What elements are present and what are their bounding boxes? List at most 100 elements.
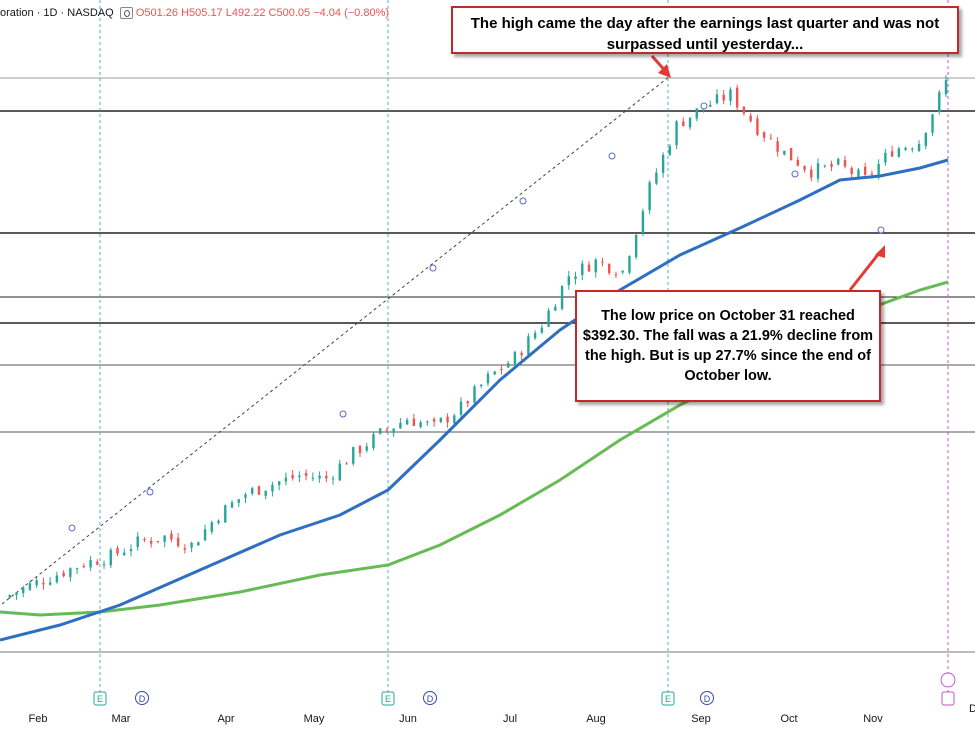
dividend-dot	[608, 152, 616, 160]
dividend-dot	[877, 226, 885, 234]
dividend-badge-icon	[700, 691, 714, 705]
candle-body	[628, 256, 631, 273]
candle-body	[28, 583, 32, 590]
candle-body	[735, 87, 739, 108]
candle-body	[587, 264, 591, 272]
candle-body	[857, 169, 860, 177]
candle-body	[432, 419, 436, 422]
candle-body	[352, 446, 355, 464]
candle-body	[136, 536, 139, 548]
candle-body	[257, 486, 261, 495]
candle-body	[75, 568, 79, 570]
event-badge-label: E	[665, 694, 671, 704]
candle-body	[695, 108, 698, 119]
candle-body	[48, 582, 52, 585]
candle-body	[911, 148, 914, 150]
candle-body	[581, 263, 584, 276]
candle-body	[614, 274, 618, 276]
candle-body	[96, 561, 99, 565]
candle-body	[715, 94, 719, 104]
candle-body	[298, 475, 301, 478]
earnings-badge-icon	[381, 691, 395, 706]
candle-body	[345, 463, 348, 465]
candle-body	[15, 592, 18, 595]
candle-body	[379, 428, 382, 434]
candle-body	[493, 371, 496, 375]
candle-body	[197, 542, 200, 546]
dividend-badge-icon	[135, 691, 149, 705]
candle-body	[358, 446, 362, 453]
candle-body	[776, 141, 779, 152]
candle-body	[803, 165, 806, 170]
candle-body	[143, 539, 146, 541]
candle-body	[399, 423, 402, 429]
trend-line	[1, 75, 671, 605]
dividend-dot	[146, 488, 154, 496]
candle-body	[217, 520, 220, 524]
candle-body	[392, 428, 395, 433]
candle-body	[574, 276, 577, 280]
candle-body	[513, 351, 517, 365]
candle-body	[533, 332, 537, 339]
candle-body	[722, 94, 725, 101]
candle-body	[904, 147, 907, 150]
candle-body	[884, 152, 887, 163]
candle-body	[156, 541, 160, 543]
candle-body	[816, 163, 820, 179]
candle-body	[783, 150, 786, 155]
low-annotation-box: The low price on October 31 reached $392…	[575, 290, 881, 402]
month-tick-label: Oct	[780, 713, 797, 725]
candle-body	[480, 384, 483, 387]
candle-body	[897, 148, 901, 157]
candle-body	[634, 234, 638, 258]
candle-body	[318, 475, 321, 479]
candle-body	[944, 80, 948, 95]
candle-body	[520, 352, 523, 356]
candle-body	[560, 285, 564, 309]
candle-body	[742, 106, 746, 114]
candle-body	[890, 151, 894, 157]
candle-body	[729, 89, 732, 101]
earnings-badge-icon	[661, 691, 675, 706]
candle-body	[648, 182, 651, 211]
dividend-dot	[68, 524, 76, 532]
candle-body	[459, 401, 463, 415]
candle-body	[291, 474, 294, 479]
symbol-label: oration · 1D · NASDAQ	[0, 7, 114, 19]
fast-moving-average-line	[0, 158, 949, 642]
candle-body	[271, 484, 274, 492]
month-tick-label: Mar	[112, 713, 131, 725]
candle-body	[237, 499, 240, 503]
candle-body	[769, 138, 773, 140]
candle-body	[311, 477, 315, 479]
candle-body	[244, 494, 247, 498]
candle-body	[554, 306, 557, 311]
symbol-legend: oration · 1D · NASDAQ O501.26 H505.17 L4…	[0, 7, 389, 20]
candle-body	[843, 160, 847, 167]
candle-body	[203, 529, 207, 541]
candle-body	[601, 261, 604, 263]
candle-body	[183, 548, 187, 550]
month-tick-label: Feb	[29, 713, 48, 725]
candle-body	[35, 580, 38, 586]
candle-body	[661, 154, 665, 173]
candle-body	[453, 415, 456, 424]
candle-body	[304, 472, 308, 476]
candle-body	[439, 417, 443, 423]
candle-body	[251, 488, 254, 494]
candle-body	[540, 327, 544, 333]
candle-body	[931, 114, 934, 133]
candle-body	[224, 505, 227, 523]
visibility-eye-icon[interactable]	[119, 7, 133, 20]
candle-body	[426, 421, 429, 423]
candle-body	[810, 169, 813, 178]
event-badge-label: D	[427, 694, 434, 704]
candle-body	[527, 336, 530, 355]
event-badge-label: E	[385, 694, 391, 704]
candle-body	[412, 418, 416, 426]
high-annotation-text: The high came the day after the earnings…	[470, 15, 940, 53]
candle-body	[655, 172, 658, 184]
candle-body	[877, 163, 880, 176]
candle-body	[688, 117, 692, 128]
